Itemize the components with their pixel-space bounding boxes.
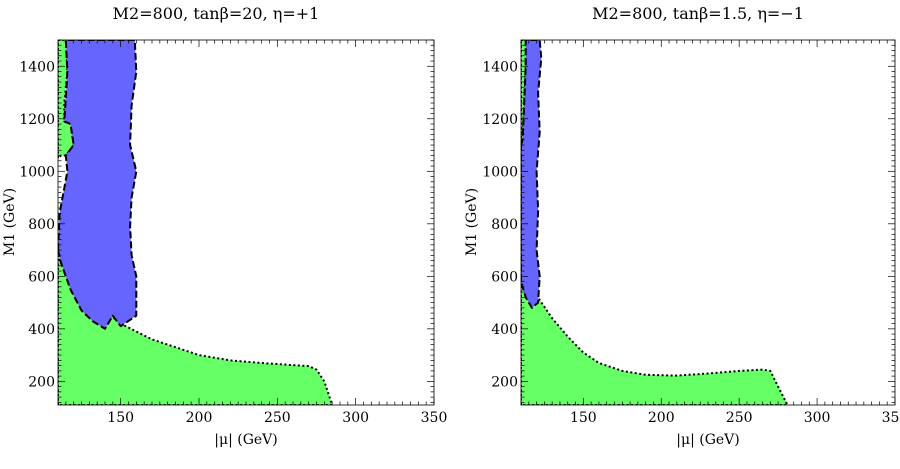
y-tick-label: 600 bbox=[28, 269, 55, 285]
y-tick-label: 1000 bbox=[482, 164, 518, 180]
green-region-0-0 bbox=[58, 256, 334, 405]
blue-region-0-2 bbox=[58, 40, 138, 330]
y-tick-label: 400 bbox=[28, 322, 55, 338]
y-tick-label: 1200 bbox=[482, 112, 518, 128]
x-tick-label: 350 bbox=[421, 410, 448, 426]
x-tick-label: 300 bbox=[804, 410, 831, 426]
panel-right-ylabel: M1 (GeV) bbox=[464, 188, 480, 256]
panel-left: M2=800, tanβ=20, η=+1 150 200 250 300 350 200… bbox=[2, 4, 447, 448]
x-tick-label: 200 bbox=[186, 410, 213, 426]
x-tick-label: 350 bbox=[882, 410, 900, 426]
panel-right: M2=800, tanβ=1.5, η=−1 150 200 250 300 350 20… bbox=[464, 4, 900, 448]
y-tick-label: 600 bbox=[491, 269, 518, 285]
y-tick-label: 400 bbox=[491, 322, 518, 338]
panel-left-title: M2=800, tanβ=20, η=+1 bbox=[113, 4, 320, 23]
x-tick-label: 150 bbox=[570, 410, 597, 426]
green-region-1-0 bbox=[521, 275, 789, 405]
y-tick-label: 800 bbox=[28, 217, 55, 233]
x-tick-label: 300 bbox=[342, 410, 369, 426]
y-tick-label: 200 bbox=[28, 374, 55, 390]
blue-region-1-2 bbox=[521, 40, 543, 309]
y-tick-label: 1400 bbox=[482, 59, 518, 75]
y-tick-label: 1200 bbox=[19, 112, 55, 128]
y-tick-label: 1000 bbox=[19, 164, 55, 180]
y-tick-label: 1400 bbox=[19, 59, 55, 75]
panel-right-xlabel: |μ| (GeV) bbox=[676, 432, 740, 448]
y-tick-label: 200 bbox=[491, 374, 518, 390]
panel-left-ylabel: M1 (GeV) bbox=[2, 188, 18, 256]
panel-right-title: M2=800, tanβ=1.5, η=−1 bbox=[592, 4, 804, 23]
y-tick-label: 800 bbox=[491, 217, 518, 233]
x-tick-label: 150 bbox=[107, 410, 134, 426]
x-tick-label: 200 bbox=[648, 410, 675, 426]
panel-left-xlabel: |μ| (GeV) bbox=[214, 432, 278, 448]
x-tick-label: 250 bbox=[264, 410, 291, 426]
x-tick-label: 250 bbox=[726, 410, 753, 426]
